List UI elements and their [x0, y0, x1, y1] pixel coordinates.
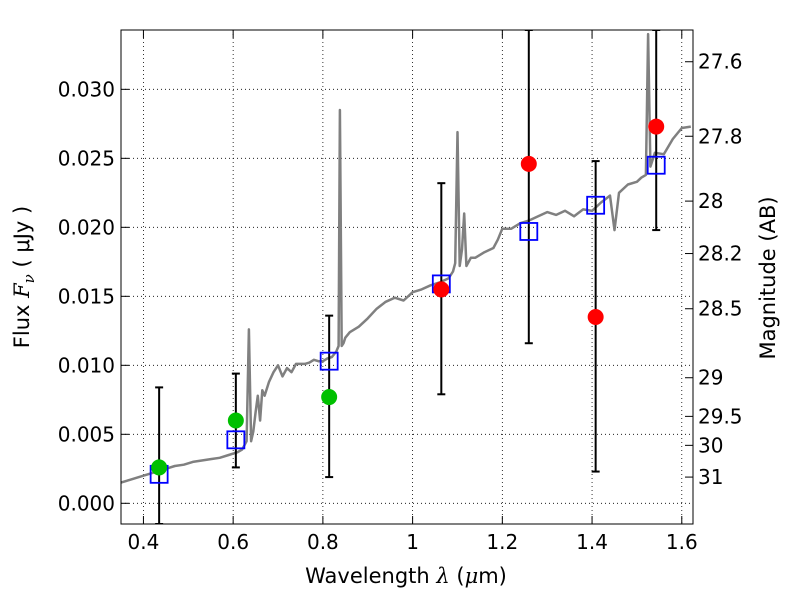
model-photometry-square	[226, 430, 246, 450]
y-tick-label: 0.000	[58, 491, 115, 515]
y-tick-label: 0.015	[58, 284, 115, 308]
x-tick-label: 0.4	[128, 530, 160, 554]
right-tick-label: 31	[698, 465, 723, 489]
y-tick-label: 0.025	[58, 146, 115, 170]
detection-point	[151, 459, 168, 476]
x-tick-label: 1.4	[576, 530, 608, 554]
x-tick-label: 1	[406, 530, 419, 554]
right-tick-label: 28.2	[698, 242, 743, 266]
x-tick-label: 1.2	[486, 530, 518, 554]
x-axis-label: Wavelength λ (μm)	[305, 564, 507, 588]
plot-area	[121, 30, 691, 524]
measurement-point	[520, 155, 537, 172]
y-axis-label: Flux Fν ( μJy )	[10, 206, 38, 348]
detection-point	[321, 389, 338, 406]
y-tick-label: 0.020	[58, 215, 115, 239]
y-tick-label: 0.030	[58, 77, 115, 101]
detection-point	[227, 412, 244, 429]
measurement-point	[433, 281, 450, 298]
model-photometry-square	[319, 351, 339, 371]
series-layer	[121, 30, 691, 524]
right-axis-label: Magnitude (AB)	[756, 196, 780, 359]
x-tick-label: 1.6	[666, 530, 698, 554]
right-tick-label: 27.6	[698, 50, 743, 74]
grid-lines	[121, 30, 693, 524]
model-photometry-square	[519, 222, 539, 241]
model-photometry-square	[586, 195, 606, 215]
y-tick-label: 0.005	[58, 422, 115, 446]
right-tick-label: 28	[698, 189, 723, 213]
right-tick-label: 30	[698, 433, 723, 457]
right-tick-label: 29.5	[698, 404, 743, 428]
x-tick-label: 0.8	[307, 530, 339, 554]
right-tick-label: 29	[698, 366, 723, 390]
x-tick-label: 0.6	[217, 530, 249, 554]
right-tick-label: 27.8	[698, 124, 743, 148]
model-photometry-square	[646, 155, 666, 175]
y-tick-label: 0.010	[58, 353, 115, 377]
measurement-point	[648, 118, 665, 135]
axis-ticks: 0.4 0.6 0.8 1 1.2 1.4 1.6 0.000 0.005 0.010 0.015 0…	[58, 30, 743, 554]
right-tick-label: 28.5	[698, 297, 743, 321]
measurement-point	[587, 309, 604, 326]
plot-frame	[120, 29, 694, 525]
